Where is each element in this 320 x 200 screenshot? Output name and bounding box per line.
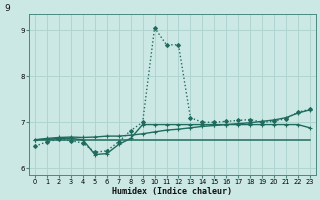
- X-axis label: Humidex (Indice chaleur): Humidex (Indice chaleur): [113, 187, 233, 196]
- Text: 9: 9: [4, 4, 10, 13]
